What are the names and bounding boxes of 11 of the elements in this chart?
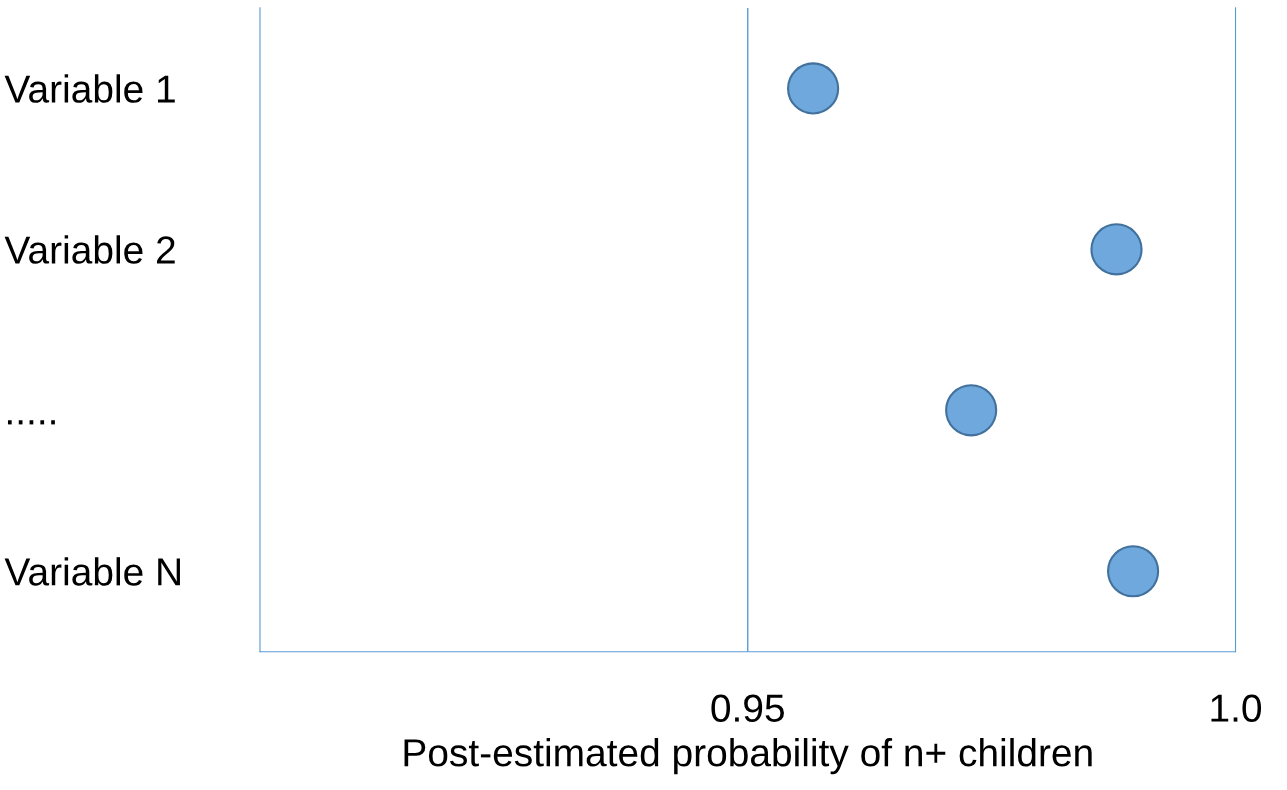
y-tick-label: Variable N bbox=[4, 557, 180, 586]
point bbox=[1107, 545, 1160, 598]
y-tick-label: Variable 1 bbox=[4, 74, 175, 103]
point bbox=[945, 384, 998, 437]
x-axis-title: Post-estimated probability of n+ children bbox=[404, 738, 1092, 775]
y-tick-label: Variable 2 bbox=[4, 235, 175, 264]
x-tick-label: 1.0 bbox=[1211, 694, 1262, 722]
point bbox=[1090, 223, 1143, 276]
x-tick-label: 0.95 bbox=[711, 694, 784, 722]
point bbox=[787, 62, 840, 115]
y-tick-label: ..... bbox=[7, 420, 55, 425]
